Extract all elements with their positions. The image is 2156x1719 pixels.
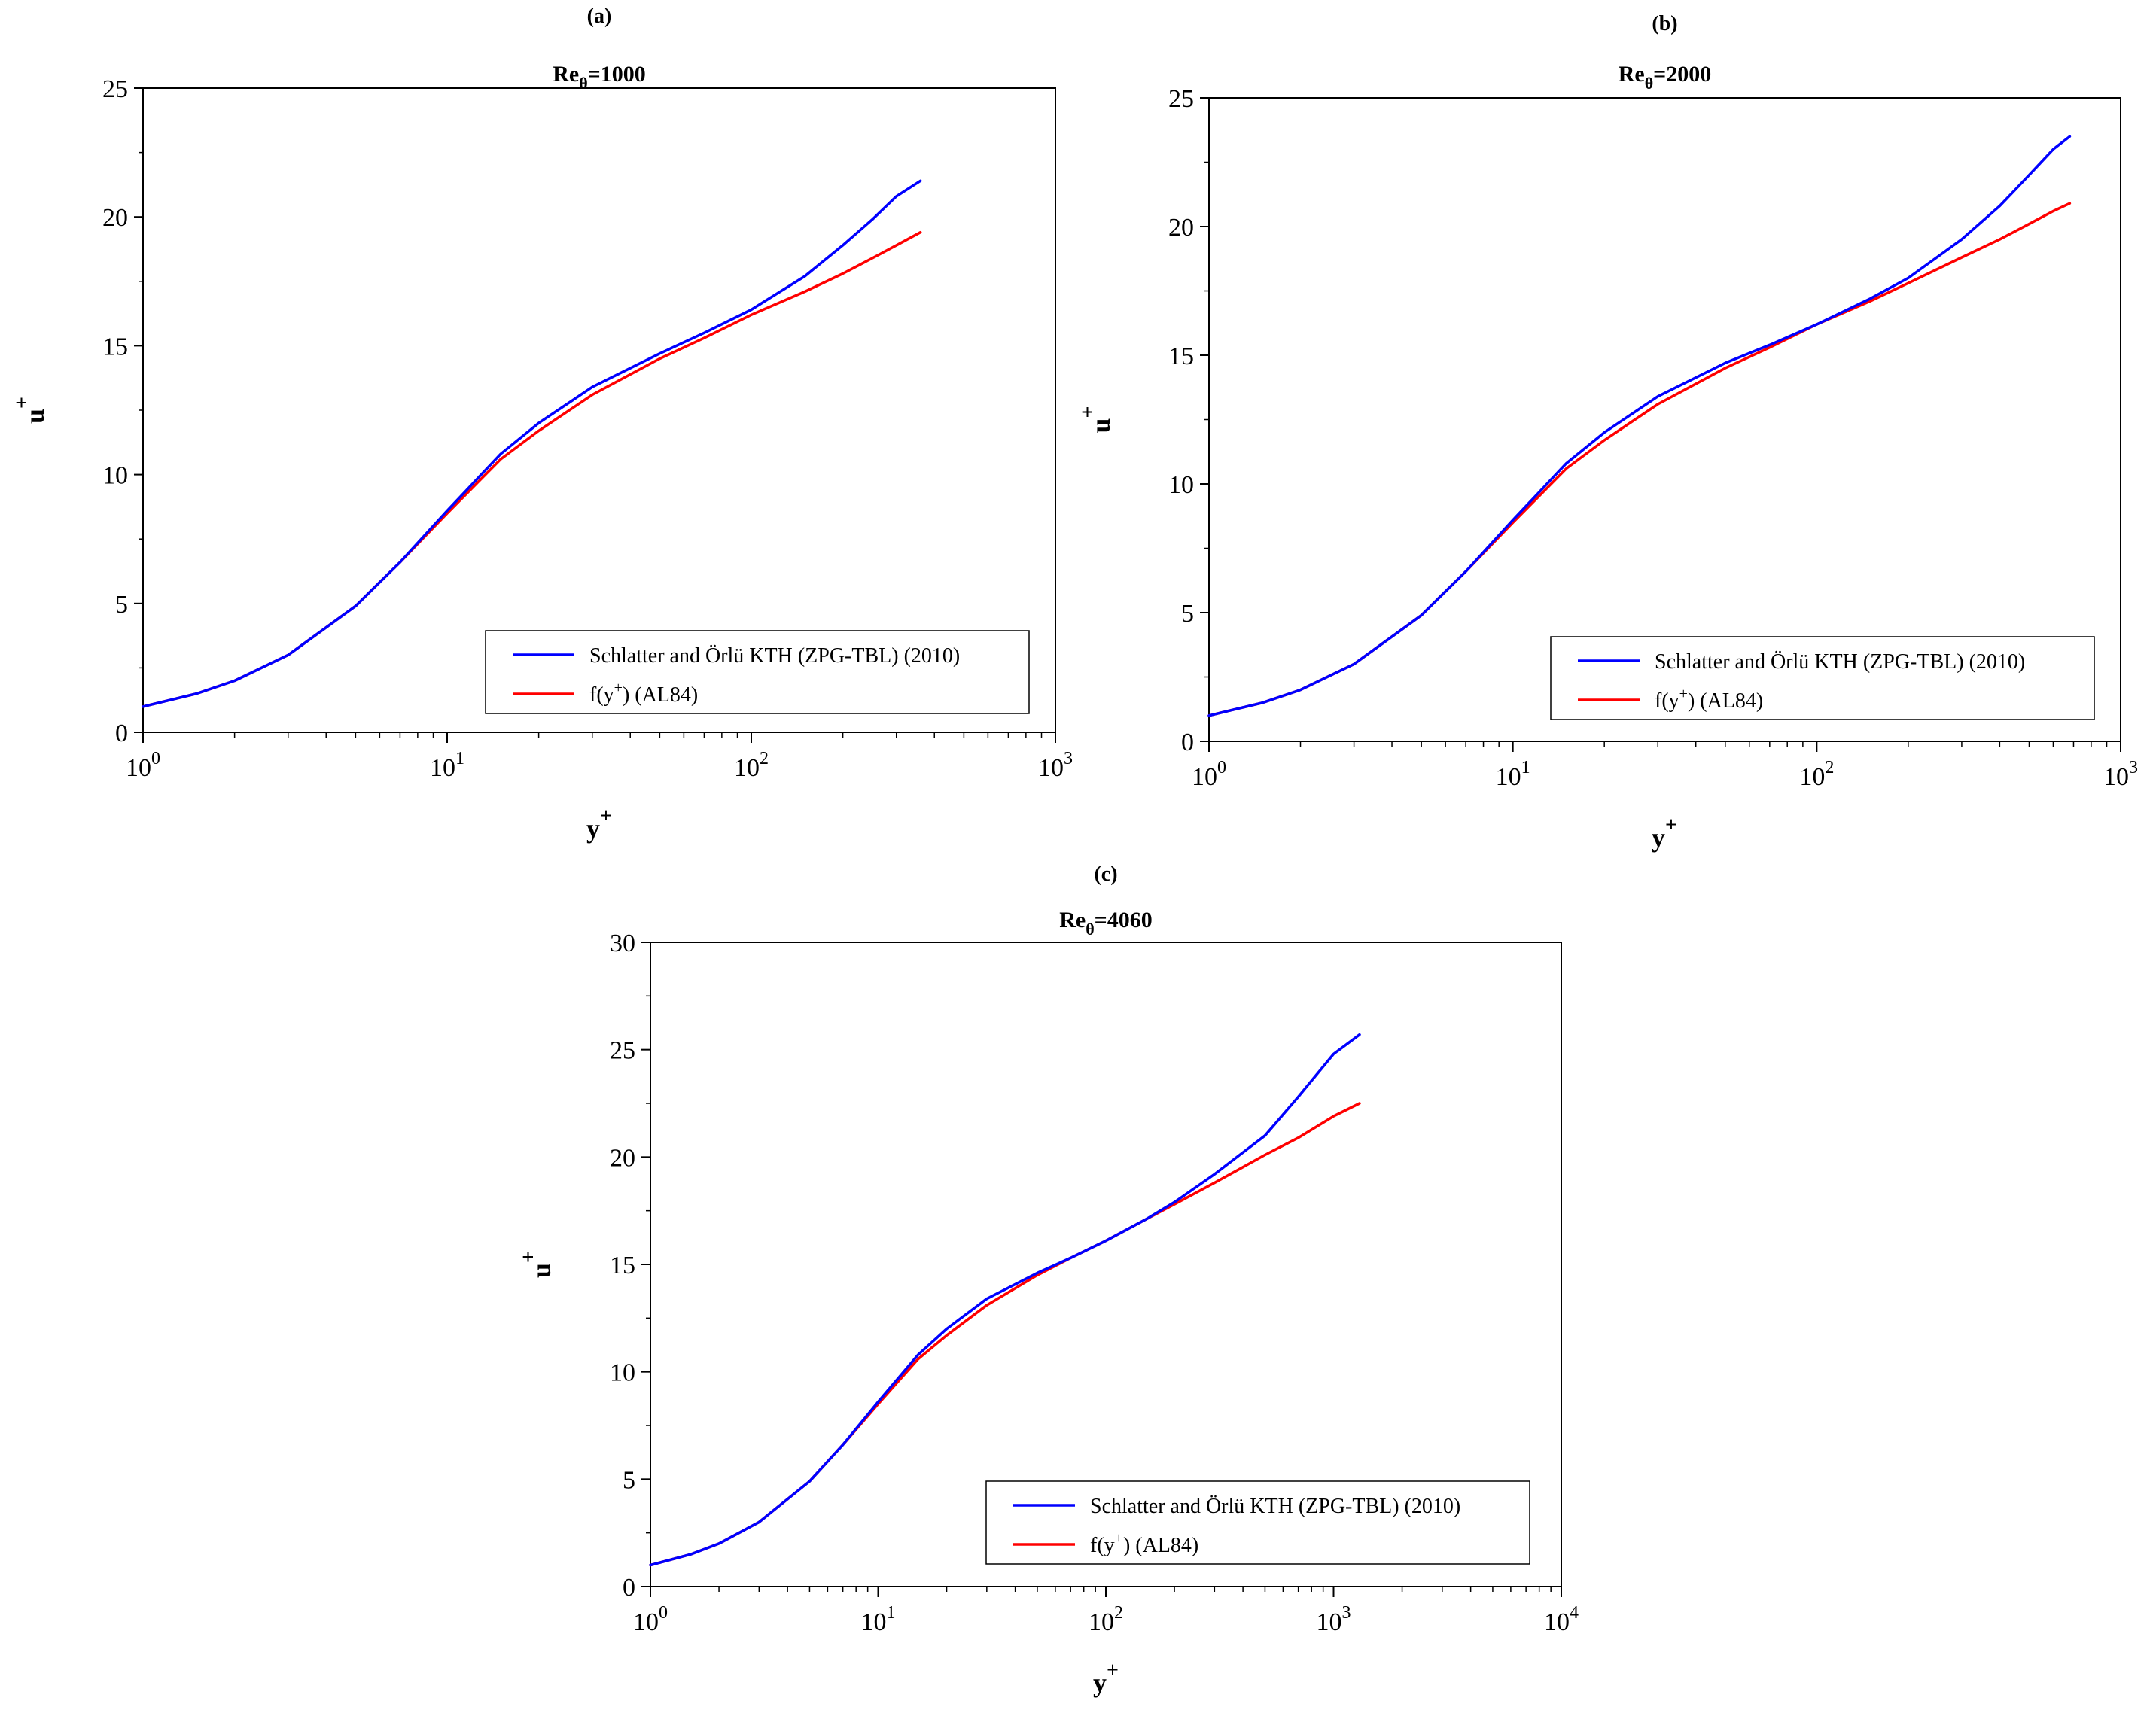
panel-label: (a): [587, 5, 612, 28]
x-tick-label: 100: [633, 1603, 668, 1636]
legend-label-schlatter: Schlatter and Örlü KTH (ZPG-TBL) (2010): [1090, 1495, 1460, 1518]
x-axis-label: y+: [1093, 1659, 1119, 1698]
chart-panel-1: (a) Reθ=1000 0 5 10 15 20 25 100 101 102 103 y+ u+ Sch…: [11, 5, 1073, 844]
x-axis-label: y+: [1652, 814, 1677, 853]
y-tick-label: 0: [623, 1574, 635, 1602]
x-tick-label: 101: [1496, 758, 1530, 791]
x-tick-label: 101: [430, 749, 464, 782]
panel-label: (c): [1094, 863, 1117, 886]
x-tick-label: 103: [2103, 758, 2138, 791]
series-line-schlatter: [649, 1033, 1361, 1567]
y-tick-label: 10: [102, 462, 128, 490]
legend-label-schlatter: Schlatter and Örlü KTH (ZPG-TBL) (2010): [589, 644, 960, 668]
x-tick-label: 102: [1089, 1603, 1123, 1636]
y-tick-label: 5: [1181, 600, 1194, 628]
y-tick-label: 5: [115, 591, 128, 619]
legend: Schlatter and Örlü KTH (ZPG-TBL) (2010) f…: [1550, 636, 2095, 720]
x-tick-label: 101: [861, 1603, 896, 1636]
y-tick-label: 0: [115, 720, 128, 747]
y-tick-label: 10: [1168, 471, 1194, 499]
chart-title: Reθ=2000: [1619, 62, 1712, 93]
x-tick-label: 102: [1799, 758, 1834, 791]
series-line-schlatter: [1207, 135, 2072, 717]
x-tick-label: 103: [1038, 749, 1073, 782]
y-tick-label: 10: [610, 1359, 635, 1387]
y-tick-label: 5: [623, 1466, 635, 1494]
legend-box: [485, 630, 1030, 714]
legend-box: [985, 1480, 1530, 1565]
chart-panel-2: (b) Reθ=2000 0 5 10 15 20 25 100 101 102 103 y+ u+ Sch…: [1076, 12, 2138, 853]
panel-label: (b): [1652, 12, 1677, 35]
legend-label-al84: f(y+) (AL84): [1090, 1530, 1198, 1557]
y-axis-label: u+: [517, 1251, 556, 1278]
y-tick-label: 30: [610, 929, 635, 957]
y-tick-label: 15: [102, 333, 128, 361]
y-axis-label: u+: [11, 397, 50, 424]
y-tick-label: 20: [610, 1144, 635, 1172]
x-tick-label: 103: [1317, 1603, 1351, 1636]
chart-panel-3: (c) Reθ=4060 0 5 10 15 20 25 30 100 101 102 103 104 y+…: [517, 863, 1579, 1698]
legend-label-al84: f(y+) (AL84): [589, 680, 698, 707]
x-tick-label: 104: [1544, 1603, 1579, 1636]
y-tick-label: 20: [1168, 214, 1194, 242]
x-axis-label: y+: [586, 805, 612, 844]
y-tick-label: 25: [1168, 85, 1194, 113]
legend-box: [1550, 636, 2095, 720]
x-tick-label: 102: [734, 749, 769, 782]
chart-title: Reθ=1000: [553, 62, 646, 93]
legend-label-schlatter: Schlatter and Örlü KTH (ZPG-TBL) (2010): [1655, 650, 2025, 674]
y-tick-label: 20: [102, 204, 128, 232]
legend: Schlatter and Örlü KTH (ZPG-TBL) (2010) f…: [485, 630, 1030, 714]
x-tick-label: 100: [126, 749, 160, 782]
legend: Schlatter and Örlü KTH (ZPG-TBL) (2010) f…: [985, 1480, 1530, 1565]
y-tick-label: 0: [1181, 729, 1194, 756]
chart-title: Reθ=4060: [1059, 908, 1153, 939]
x-tick-label: 100: [1192, 758, 1226, 791]
y-tick-label: 15: [1168, 342, 1194, 370]
legend-label-al84: f(y+) (AL84): [1655, 686, 1763, 713]
y-tick-label: 15: [610, 1252, 635, 1279]
y-tick-label: 25: [102, 75, 128, 103]
y-tick-label: 25: [610, 1037, 635, 1065]
y-axis-label: u+: [1076, 406, 1116, 434]
series-line-schlatter: [142, 179, 922, 708]
